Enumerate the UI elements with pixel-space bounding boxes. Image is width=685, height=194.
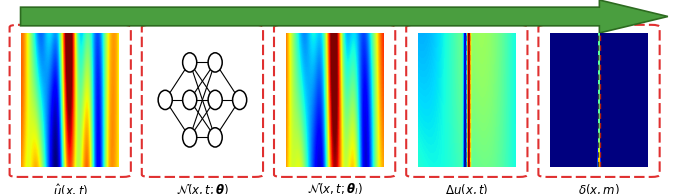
FancyBboxPatch shape [406, 25, 527, 177]
Text: $\Delta u(x,t)$: $\Delta u(x,t)$ [445, 182, 488, 194]
Text: $\hat{u}(x,t)$: $\hat{u}(x,t)$ [53, 182, 88, 194]
FancyBboxPatch shape [142, 25, 263, 177]
Circle shape [208, 53, 222, 72]
Circle shape [208, 90, 222, 110]
Circle shape [183, 90, 197, 110]
Circle shape [158, 90, 172, 110]
Circle shape [208, 128, 222, 147]
Circle shape [183, 128, 197, 147]
Text: $\delta(x,m)$: $\delta(x,m)$ [578, 182, 620, 194]
Text: $\mathcal{N}(x,t;\boldsymbol{\theta})$: $\mathcal{N}(x,t;\boldsymbol{\theta})$ [176, 182, 229, 194]
FancyBboxPatch shape [10, 25, 131, 177]
FancyBboxPatch shape [538, 25, 660, 177]
Text: $\mathcal{N}(x,t;\boldsymbol{\theta}_l)$: $\mathcal{N}(x,t;\boldsymbol{\theta}_l)$ [307, 182, 362, 194]
Circle shape [183, 53, 197, 72]
Polygon shape [21, 0, 668, 33]
Circle shape [233, 90, 247, 110]
FancyBboxPatch shape [274, 25, 395, 177]
